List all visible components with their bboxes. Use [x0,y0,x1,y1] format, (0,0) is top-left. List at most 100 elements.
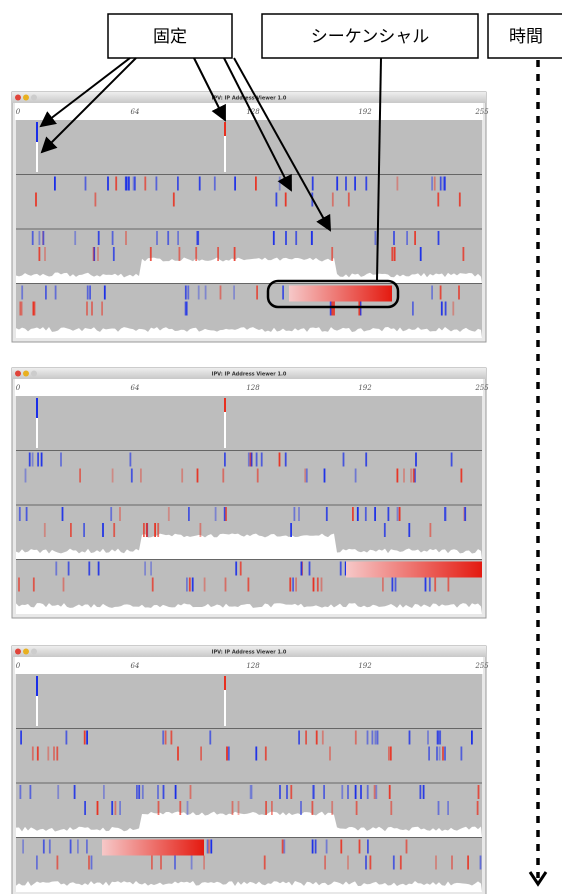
stripe [140,469,142,483]
stripe-trail [224,136,226,172]
stripe [388,507,390,521]
stripe [205,286,207,300]
stripe [111,801,113,815]
stripe [191,856,193,870]
stripe [91,302,93,316]
stripe [365,453,367,467]
stripe [198,286,200,300]
stripe [382,578,384,592]
stripe [298,731,300,745]
stripe [412,302,414,316]
window-button [23,95,29,101]
stripe [22,840,24,854]
stripe [186,578,188,592]
stripe [49,840,51,854]
stripe [152,578,154,592]
stripe [390,801,392,815]
stripe [88,562,90,576]
stripe [154,523,156,537]
stripe [89,286,91,300]
stripe [187,286,189,300]
stripe [295,578,297,592]
stripe [437,193,439,207]
stripe [189,578,191,592]
stripe [306,469,308,483]
stripe [91,856,93,870]
stripe [55,562,57,576]
stripe [408,523,410,537]
stripe [144,177,146,191]
stripe [305,731,307,745]
stripe [143,523,145,537]
stripe [203,856,205,870]
stripe [389,785,391,799]
stripe [341,785,343,799]
stripe [410,469,412,483]
stripe [414,231,416,245]
stripe [36,398,38,418]
stripe [226,747,228,761]
stripe [233,286,235,300]
stripe [261,453,263,467]
stripe [359,840,361,854]
stripe [312,785,314,799]
stripe [197,469,199,483]
stripe [415,453,417,467]
stripe [316,731,318,745]
stripe [340,562,342,576]
stripe [37,453,39,467]
stripe [175,785,177,799]
stripe [181,469,183,483]
stripe [434,177,436,191]
stripe [86,731,88,745]
stripe [345,177,347,191]
stripe [365,507,367,521]
stripe [53,747,55,761]
stripe [276,193,278,207]
stripe [66,731,68,745]
stripe [39,247,41,261]
fixed-label: 固定 [153,27,187,47]
stripe [115,801,117,815]
stripe [348,193,350,207]
stripe [336,177,338,191]
stripe [390,747,392,761]
stripe [265,801,267,815]
stripe [309,562,311,576]
stripe [60,453,62,467]
stripe [256,286,258,300]
stripe [18,578,20,592]
stripe [188,507,190,521]
stripe [185,286,187,300]
stripe [125,177,127,191]
stripe [355,731,357,745]
stripe [144,562,146,576]
stripe [19,302,21,316]
stripe [294,507,296,521]
app-window: IPV: IP Address Viewer 1.0064128192255 [12,368,489,618]
stripe [62,507,64,521]
stripe [347,785,349,799]
sequential-block [102,840,204,856]
sequential-block [289,286,392,302]
stripe [208,840,210,854]
stripe [84,801,86,815]
stripe [83,523,85,537]
stripe [157,785,159,799]
stripe [190,785,192,799]
stripe [375,785,377,799]
stripe [112,469,114,483]
stripe [430,523,432,537]
stripe [451,856,453,870]
time-label: 時間 [509,27,543,47]
stripe [224,122,226,136]
stripe [283,840,285,854]
stripe [355,785,357,799]
stripe [392,578,394,592]
stripe [406,840,408,854]
stripe [70,840,72,854]
stripe [444,747,446,761]
stripe [295,231,297,245]
axis-label: 64 [131,108,140,116]
stripe [33,302,35,316]
